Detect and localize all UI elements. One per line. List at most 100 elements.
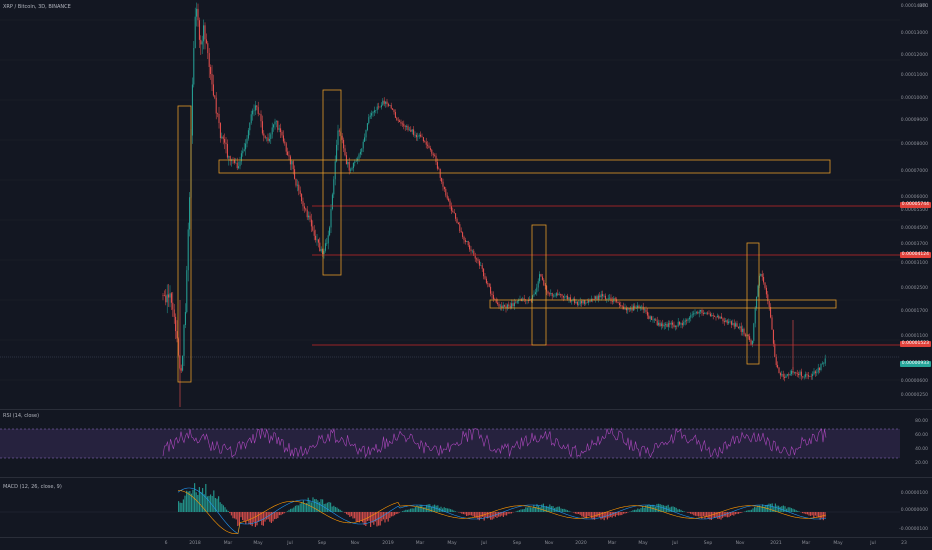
macd-bar — [448, 508, 450, 512]
candle-body — [648, 315, 650, 319]
candle-body — [680, 323, 682, 325]
candle-body — [677, 321, 679, 327]
candle-body — [420, 134, 422, 137]
candle-body — [415, 134, 417, 138]
candle-body — [726, 320, 728, 324]
rsi-axis[interactable]: 80.00 60.00 40.00 20.00 — [900, 410, 932, 467]
macd-bar — [611, 512, 613, 518]
axis-label: -0.00000100 — [899, 527, 928, 532]
candle-body — [274, 121, 276, 125]
macd-bar — [485, 512, 487, 518]
candle-body — [417, 136, 419, 138]
candle-body — [569, 297, 571, 302]
price-tag: 0.00005744 — [899, 202, 931, 208]
candle-body — [618, 303, 620, 305]
macd-bar — [462, 512, 464, 515]
macd-bar — [483, 512, 485, 521]
macd-axis[interactable]: 0.00000100 0.00000000 -0.00000100 — [899, 479, 932, 536]
macd-pane[interactable]: MACD (12, 26, close, 9) — [0, 479, 900, 536]
rsi-pane[interactable]: RSI (14, close) — [0, 410, 900, 467]
pane-divider[interactable] — [0, 477, 932, 478]
macd-bar — [179, 502, 181, 512]
macd-bar — [422, 507, 424, 512]
macd-bar — [558, 506, 560, 512]
candle-body — [368, 117, 370, 124]
pane-divider[interactable] — [0, 409, 932, 410]
candlestick-chart[interactable] — [0, 0, 900, 408]
candle-body — [365, 130, 367, 138]
macd-bar — [347, 512, 349, 516]
candle-body — [225, 142, 227, 145]
candle-body — [441, 177, 443, 182]
macd-bar — [498, 512, 500, 517]
macd-bar — [667, 504, 669, 512]
macd-bar — [531, 507, 533, 512]
candle-body — [453, 211, 455, 214]
candle-body — [757, 285, 759, 297]
macd-bar — [477, 512, 479, 520]
price-tag: 0.00001523 — [899, 341, 931, 347]
price-axis[interactable]: BTC 0.00014000 0.00013000 0.00012000 0.0001… — [899, 0, 932, 408]
time-axis[interactable]: 6 2018 Mar May Jul Sep Nov 2019 Mar May Jul Sep Nov 2… — [0, 538, 907, 550]
macd-bar — [562, 508, 564, 512]
macd-bar — [226, 509, 228, 512]
pane-divider[interactable] — [0, 537, 932, 538]
candle-body — [690, 315, 692, 318]
candle-body — [284, 141, 286, 144]
candle-body — [816, 372, 818, 374]
macd-bar — [754, 507, 756, 512]
candle-body — [729, 321, 731, 322]
candle-body — [562, 295, 564, 298]
macd-bar — [294, 505, 296, 512]
macd-bar — [408, 509, 410, 512]
axis-label: 60.00 — [915, 433, 928, 438]
macd-bar — [434, 504, 436, 512]
macd-bar — [216, 498, 218, 512]
macd-bar — [368, 512, 370, 521]
candle-body — [285, 143, 287, 152]
macd-bar — [390, 512, 392, 517]
candle-body — [586, 302, 588, 304]
candle-body — [344, 148, 346, 156]
candle-body — [600, 294, 602, 298]
macd-bar — [248, 512, 250, 525]
candle-body — [722, 318, 724, 322]
candle-body — [697, 312, 699, 314]
macd-bar — [194, 483, 196, 512]
macd-bar — [486, 512, 488, 519]
macd-bar — [421, 505, 423, 512]
macd-bar — [250, 512, 252, 525]
candle-body — [527, 299, 529, 302]
symbol-legend[interactable]: XRP / Bitcoin, 3D, BINANCE — [3, 4, 71, 10]
candle-body — [313, 230, 315, 236]
rsi-legend[interactable]: RSI (14, close) — [3, 413, 40, 419]
candle-body — [715, 316, 717, 318]
macd-bar — [634, 509, 636, 512]
candle-body — [462, 232, 464, 237]
candle-body — [749, 336, 751, 341]
macd-bar — [726, 512, 728, 518]
candle-body — [625, 307, 627, 311]
macd-bar — [450, 509, 452, 512]
candle-body — [228, 156, 230, 158]
candle-body — [471, 250, 473, 252]
candle-body — [812, 374, 814, 377]
candle-body — [658, 322, 660, 326]
candle-body — [750, 340, 752, 345]
candle-body — [198, 20, 200, 40]
candle-body — [554, 295, 556, 297]
macd-legend[interactable]: MACD (12, 26, close, 9) — [3, 484, 62, 490]
time-tick: Mar — [415, 541, 425, 546]
time-tick: Mar — [801, 541, 811, 546]
macd-bar — [251, 512, 253, 527]
candle-body — [512, 303, 514, 307]
candle-body — [239, 161, 241, 167]
candle-body — [466, 240, 468, 242]
candle-body — [295, 178, 297, 186]
macd-bar — [806, 512, 808, 515]
candle-body — [203, 25, 205, 42]
macd-bar — [443, 507, 445, 512]
macd-bar — [691, 512, 693, 515]
macd-bar — [328, 501, 330, 512]
price-chart-pane[interactable]: XRP / Bitcoin, 3D, BINANCE — [0, 0, 900, 408]
